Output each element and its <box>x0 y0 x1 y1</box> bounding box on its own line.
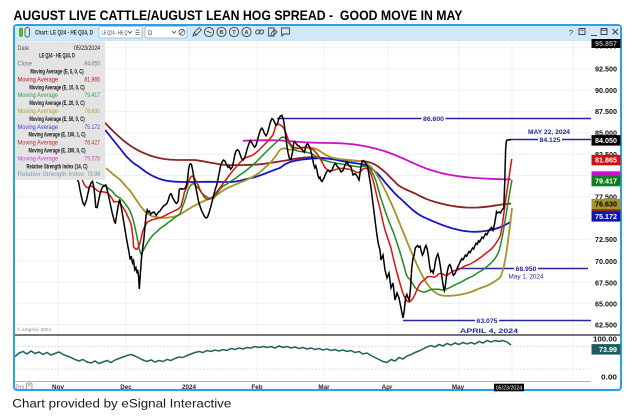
svg-text:81.865: 81.865 <box>595 156 617 165</box>
svg-text:92.500: 92.500 <box>595 65 617 74</box>
svg-text:Chart provided by eSignal Inte: Chart provided by eSignal Interactive <box>12 397 231 411</box>
svg-text:APRIL 4, 2024: APRIL 4, 2024 <box>460 328 518 335</box>
svg-text:AUGUST LIVE CATTLE/AUGUST LEAN: AUGUST LIVE CATTLE/AUGUST LEAN HOG SPREA… <box>14 7 464 23</box>
svg-text:Chart: LE Q24 - HE Q24, D: Chart: LE Q24 - HE Q24, D <box>35 30 93 37</box>
svg-text:73.99: 73.99 <box>87 171 100 178</box>
svg-text:LE Q24 - HE Q24, D: LE Q24 - HE Q24, D <box>39 53 75 60</box>
svg-text:95.857: 95.857 <box>595 39 617 48</box>
svg-text:84.050: 84.050 <box>595 136 617 145</box>
svg-text:65.000: 65.000 <box>595 300 617 309</box>
svg-text:84.050: 84.050 <box>84 61 100 68</box>
svg-text:85.000: 85.000 <box>595 129 617 138</box>
svg-text:82.500: 82.500 <box>595 150 617 159</box>
svg-text:62.500: 62.500 <box>595 321 617 330</box>
svg-text:May 1, 2024: May 1, 2024 <box>509 274 544 281</box>
svg-text:79.417: 79.417 <box>84 92 100 99</box>
svg-text:63.075: 63.075 <box>477 318 498 325</box>
svg-text:Mar: Mar <box>318 384 330 391</box>
svg-text:B: B <box>219 30 223 36</box>
svg-text:87.500: 87.500 <box>595 107 617 116</box>
svg-text:Feb: Feb <box>251 384 262 391</box>
svg-text:05/23/2024: 05/23/2024 <box>74 45 100 52</box>
svg-text:75.172: 75.172 <box>84 124 100 131</box>
svg-text:A: A <box>244 30 248 36</box>
svg-text:Moving Average (E, 5, 0, C): Moving Average (E, 5, 0, C) <box>30 69 83 76</box>
svg-text:Apr: Apr <box>382 384 393 391</box>
svg-text:70.000: 70.000 <box>595 257 617 266</box>
svg-text:Moving Average: Moving Average <box>18 140 59 147</box>
svg-text:LE Q24 - HE Q: LE Q24 - HE Q <box>102 30 128 36</box>
svg-text:Nov: Nov <box>52 384 64 391</box>
svg-text:Moving Average (E, 50, 0, C): Moving Average (E, 50, 0, C) <box>29 116 84 123</box>
svg-text:81.865: 81.865 <box>84 76 100 83</box>
svg-text:Relative Strength Index (14, C: Relative Strength Index (14, C) <box>26 163 87 170</box>
svg-text:67.500: 67.500 <box>595 279 617 288</box>
svg-text:75.172: 75.172 <box>595 212 617 221</box>
svg-text:Dec: Dec <box>120 384 132 391</box>
svg-text:Close: Close <box>18 61 33 68</box>
svg-text:Moving Average (E, 200, 0, C): Moving Average (E, 200, 0, C) <box>28 148 85 155</box>
svg-text:Date: Date <box>18 45 30 52</box>
svg-text:D: D <box>148 31 153 37</box>
svg-text:79.417: 79.417 <box>595 177 617 186</box>
svg-text:May: May <box>452 384 465 391</box>
svg-text:0.00: 0.00 <box>601 372 617 381</box>
svg-text:73.99: 73.99 <box>599 345 617 354</box>
svg-text:MAY 22, 2024: MAY 22, 2024 <box>528 129 570 136</box>
svg-text:© eSignal, 2024: © eSignal, 2024 <box>17 326 52 333</box>
svg-text:Moving Average: Moving Average <box>18 155 59 162</box>
svg-text:Relative Strength Index: Relative Strength Index <box>18 171 86 178</box>
svg-text:79.578: 79.578 <box>84 155 100 162</box>
svg-text:76.427: 76.427 <box>84 140 100 147</box>
svg-text:2024: 2024 <box>182 384 197 391</box>
svg-text:Moving Average: Moving Average <box>18 76 59 83</box>
svg-text:Dys: Dys <box>16 385 25 391</box>
svg-text:77.500: 77.500 <box>595 192 617 201</box>
svg-text:Moving Average: Moving Average <box>18 92 59 99</box>
svg-text:Moving Average (E, 100, 1, C): Moving Average (E, 100, 1, C) <box>28 132 85 139</box>
svg-text:Moving Average: Moving Average <box>18 124 59 131</box>
svg-text:Moving Average: Moving Average <box>18 108 59 115</box>
svg-text:90.000: 90.000 <box>595 86 617 95</box>
svg-text:76.630: 76.630 <box>595 200 617 209</box>
svg-text:68.950: 68.950 <box>516 266 537 273</box>
svg-text:T: T <box>232 30 236 36</box>
svg-text:84.125: 84.125 <box>540 137 561 144</box>
svg-text:76.630: 76.630 <box>84 108 100 115</box>
svg-text:100.00: 100.00 <box>593 334 617 343</box>
svg-text:86.600: 86.600 <box>423 116 444 123</box>
svg-text:05/23/2024: 05/23/2024 <box>496 386 523 392</box>
svg-text:Moving Average (E, 10, 0, C): Moving Average (E, 10, 0, C) <box>29 84 84 91</box>
svg-text:?: ? <box>569 28 573 37</box>
svg-text:72.500: 72.500 <box>595 235 617 244</box>
svg-text:Moving Average (E, 20, 0, C): Moving Average (E, 20, 0, C) <box>29 100 84 107</box>
